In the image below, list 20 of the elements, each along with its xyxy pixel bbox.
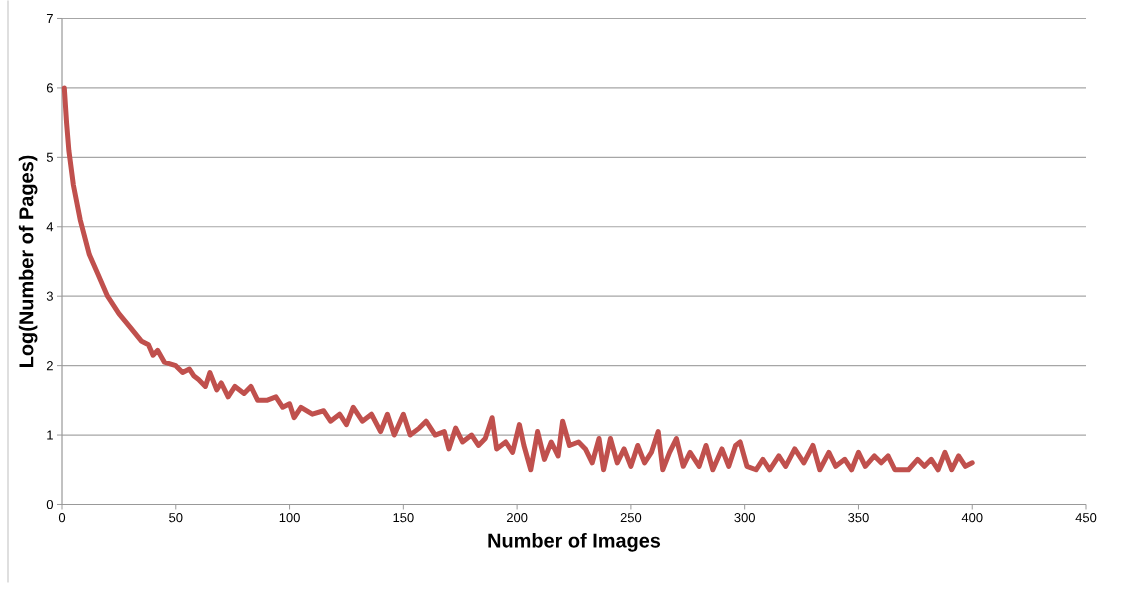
x-tick-label: 50 bbox=[169, 512, 183, 522]
y-tick-label: 5 bbox=[46, 152, 53, 162]
y-tick-label: 0 bbox=[46, 499, 53, 509]
x-tick-label: 150 bbox=[393, 512, 414, 522]
y-axis-title: Log(Number of Pages) bbox=[18, 155, 38, 367]
x-tick-label: 200 bbox=[506, 512, 528, 522]
x-tick-label: 100 bbox=[279, 512, 300, 522]
x-tick-label: 350 bbox=[848, 512, 869, 522]
x-tick-label: 250 bbox=[620, 512, 642, 522]
y-tick-label: 6 bbox=[46, 83, 53, 93]
x-tick-label: 0 bbox=[58, 512, 66, 522]
x-axis-title: Number of Images bbox=[488, 532, 661, 552]
x-tick-label: 450 bbox=[1075, 512, 1097, 522]
x-tick-label: 300 bbox=[734, 512, 755, 522]
y-tick-label: 7 bbox=[46, 13, 53, 23]
y-tick-label: 2 bbox=[46, 360, 53, 370]
y-tick-label: 4 bbox=[46, 222, 54, 231]
y-tick-label: 3 bbox=[46, 291, 53, 301]
y-tick-label: 1 bbox=[47, 430, 53, 440]
x-tick-label: 400 bbox=[961, 512, 983, 522]
